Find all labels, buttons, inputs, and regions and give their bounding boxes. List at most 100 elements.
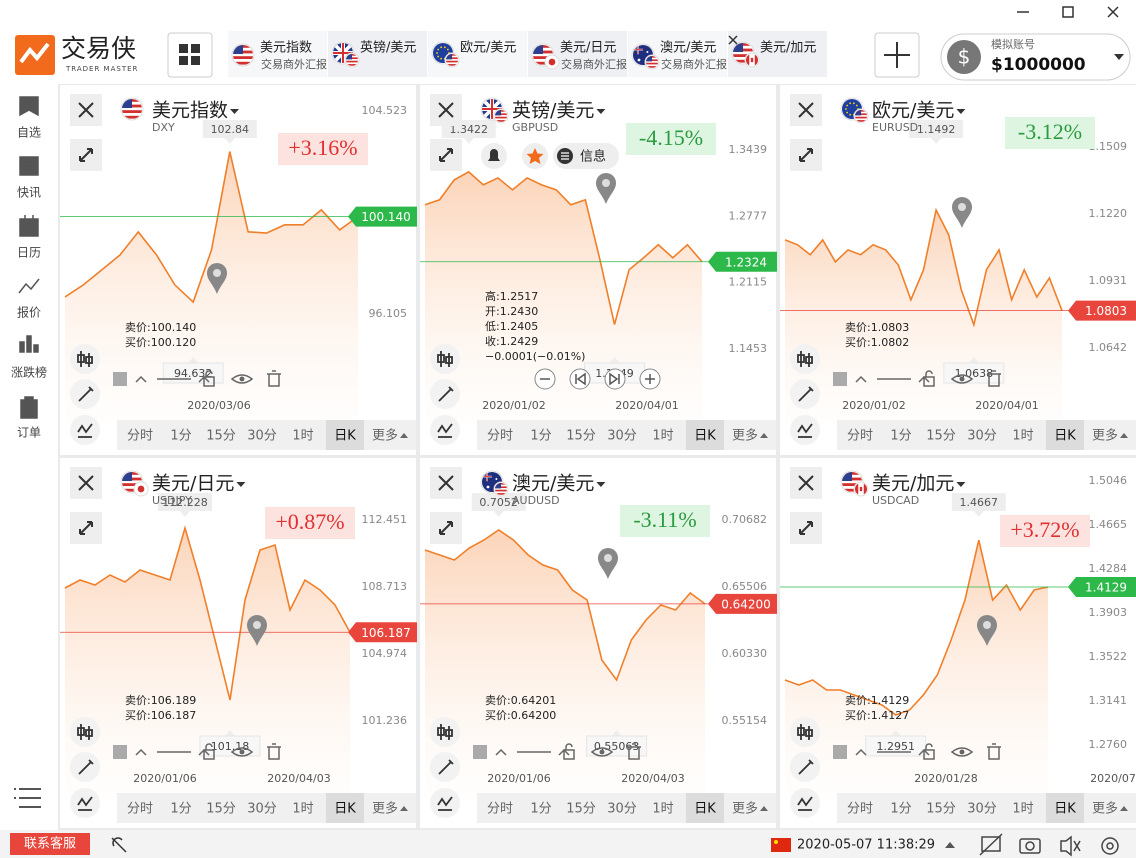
timeframe-option[interactable]: 更多 <box>372 801 398 817</box>
chart-type-button[interactable] <box>70 344 100 374</box>
color-swatch[interactable] <box>833 745 847 759</box>
timeframe-option[interactable]: 30分 <box>967 429 997 444</box>
timeframe-option[interactable]: 1分 <box>890 802 911 817</box>
timeframe-option[interactable]: 日K <box>1054 429 1076 444</box>
more-caret[interactable] <box>1120 433 1128 438</box>
timeframe-option[interactable]: 更多 <box>732 428 758 444</box>
timeframe-option[interactable]: 日K <box>694 802 716 817</box>
sidebar-icon[interactable] <box>18 278 40 294</box>
timeframe-option[interactable]: 日K <box>1054 802 1076 817</box>
playback-button[interactable] <box>604 368 626 390</box>
lock-icon[interactable] <box>923 743 935 760</box>
chart-type-button[interactable] <box>430 344 460 374</box>
more-caret[interactable] <box>1120 806 1128 811</box>
timeframe-active[interactable] <box>686 793 724 823</box>
trash-icon[interactable] <box>987 370 1001 387</box>
tab[interactable]: 欧元/美元 <box>428 31 527 77</box>
lock-icon[interactable] <box>203 743 215 760</box>
timeframe-option[interactable]: 更多 <box>1092 801 1118 817</box>
chart-type-button[interactable] <box>70 717 100 747</box>
sidebar-label[interactable]: 快讯 <box>17 186 41 200</box>
panel-title[interactable]: 美元/加元 <box>872 473 954 495</box>
eye-icon[interactable] <box>230 374 254 384</box>
timeframe-option[interactable]: 30分 <box>607 802 637 817</box>
timeframe-option[interactable]: 更多 <box>732 801 758 817</box>
account-box[interactable] <box>940 33 1131 81</box>
timeframe-option[interactable]: 30分 <box>247 802 277 817</box>
timeframe-option[interactable]: 日K <box>334 802 356 817</box>
timeframe-option[interactable]: 分时 <box>847 429 873 444</box>
eye-icon[interactable] <box>590 747 614 757</box>
timeframe-option[interactable]: 日K <box>334 429 356 444</box>
playback-button[interactable] <box>569 368 591 390</box>
timeframe-option[interactable]: 15分 <box>566 429 596 444</box>
timeframe-option[interactable]: 1时 <box>652 802 673 817</box>
more-caret[interactable] <box>400 433 408 438</box>
clock-arrow[interactable] <box>945 842 955 848</box>
timeframe-option[interactable]: 分时 <box>487 429 513 444</box>
sidebar-label[interactable]: 涨跌榜 <box>11 365 47 380</box>
more-caret[interactable] <box>400 806 408 811</box>
timeframe-option[interactable]: 30分 <box>247 429 277 444</box>
timeframe-option[interactable]: 30分 <box>967 802 997 817</box>
timeframe-option[interactable]: 1时 <box>652 429 673 444</box>
timeframe-option[interactable]: 15分 <box>926 429 956 444</box>
trash-icon[interactable] <box>267 743 281 760</box>
chart-type-button[interactable] <box>790 717 820 747</box>
color-swatch[interactable] <box>113 372 127 386</box>
timeframe-option[interactable]: 分时 <box>847 802 873 817</box>
eye-icon[interactable] <box>230 747 254 757</box>
title-caret[interactable] <box>236 482 246 487</box>
timeframe-active[interactable] <box>326 793 364 823</box>
timeframe-option[interactable]: 1分 <box>170 429 191 444</box>
timeframe-active[interactable] <box>1046 420 1084 450</box>
timeframe-option[interactable]: 1分 <box>170 802 191 817</box>
title-caret[interactable] <box>230 109 240 114</box>
timeframe-option[interactable]: 日K <box>694 429 716 444</box>
eye-icon[interactable] <box>950 747 974 757</box>
sidebar-label[interactable]: 日历 <box>17 246 41 260</box>
layout-button[interactable] <box>167 32 213 78</box>
lock-icon[interactable] <box>563 743 575 760</box>
timeframe-option[interactable]: 1分 <box>890 429 911 444</box>
lock-icon[interactable] <box>923 370 935 387</box>
color-swatch[interactable] <box>473 745 487 759</box>
timeframe-option[interactable]: 分时 <box>127 802 153 817</box>
timeframe-option[interactable]: 15分 <box>206 429 236 444</box>
color-swatch[interactable] <box>833 372 847 386</box>
timeframe-option[interactable]: 15分 <box>926 802 956 817</box>
timeframe-option[interactable]: 1时 <box>292 802 313 817</box>
timeframe-option[interactable]: 1时 <box>1012 802 1033 817</box>
title-caret[interactable] <box>956 482 966 487</box>
timeframe-option[interactable]: 分时 <box>127 429 153 444</box>
panel-title[interactable]: 澳元/美元 <box>512 473 594 495</box>
maximize-button[interactable] <box>1062 6 1074 18</box>
sidebar-icon[interactable] <box>20 396 38 419</box>
trash-icon[interactable] <box>987 743 1001 760</box>
more-caret[interactable] <box>760 806 768 811</box>
sidebar-icon[interactable] <box>19 96 39 117</box>
trash-icon[interactable] <box>267 370 281 387</box>
timeframe-active[interactable] <box>326 420 364 450</box>
support-button[interactable] <box>10 833 90 855</box>
panel-title[interactable]: 英镑/美元 <box>512 100 594 122</box>
timeframe-option[interactable]: 1分 <box>530 802 551 817</box>
timeframe-option[interactable]: 1分 <box>530 429 551 444</box>
timeframe-option[interactable]: 15分 <box>566 802 596 817</box>
sidebar-label[interactable]: 自选 <box>17 126 41 140</box>
tab[interactable]: 英镑/美元 <box>328 31 427 77</box>
close-window-button[interactable] <box>1107 6 1119 18</box>
title-caret[interactable] <box>956 109 966 114</box>
chart-type-button[interactable] <box>430 717 460 747</box>
eye-icon[interactable] <box>950 374 974 384</box>
panel-title[interactable]: 美元指数 <box>152 100 228 122</box>
timeframe-option[interactable]: 更多 <box>1092 428 1118 444</box>
color-swatch[interactable] <box>113 745 127 759</box>
title-caret[interactable] <box>596 482 606 487</box>
menu-icon[interactable] <box>14 788 41 808</box>
info-label[interactable]: 信息 <box>580 149 606 165</box>
panel-title[interactable]: 美元/日元 <box>152 473 234 495</box>
